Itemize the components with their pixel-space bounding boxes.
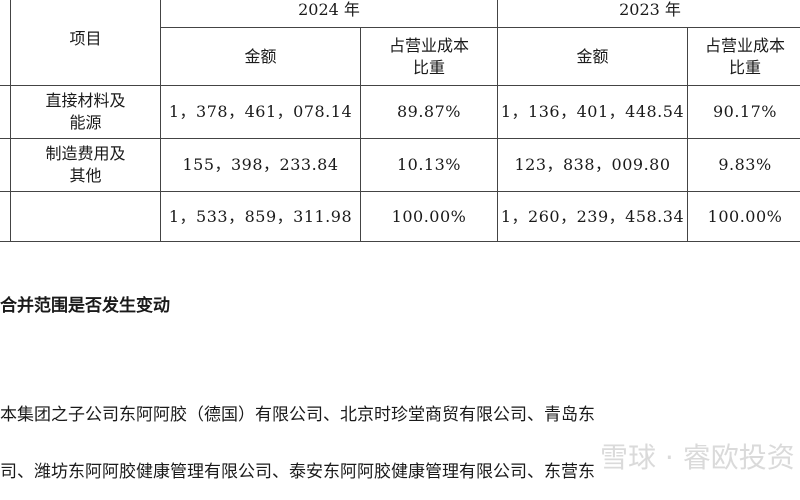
section-heading: 合并范围是否发生变动 [0,296,170,316]
table-cell-left-edge [0,85,11,139]
row-amount-2024: 1，533，859，311.98 [160,191,361,242]
row-ratio-2024: 100.00% [360,191,498,242]
row-amount-2024: 1，378，461，078.14 [160,85,361,139]
header-year-2023: 2023 年 [497,0,800,28]
header-amount-2024: 金额 [160,27,361,86]
row-item-line2: 其他 [69,166,102,185]
row-ratio-2023: 90.17% [687,85,800,139]
header-ratio-2024: 占营业成本 比重 [360,27,498,86]
row-ratio-2024: 10.13% [360,138,498,192]
header-ratio-line2: 比重 [412,57,445,77]
paragraph-line: 司、潍坊东阿阿胶健康管理有限公司、泰安东阿阿胶健康管理有限公司、东营东 [0,462,595,482]
table-row: 直接材料及 能源 1，378，461，078.14 89.87% 1，136，4… [0,85,800,139]
header-item: 项目 [10,0,161,86]
watermark-text: 雪球 · 睿欧投资 [600,441,795,474]
row-ratio-2024: 89.87% [360,85,498,139]
row-amount-2024: 155，398，233.84 [160,138,361,192]
table-row: 制造费用及 其他 155，398，233.84 10.13% 123，838，0… [0,138,800,192]
cost-composition-table: 项目 2024 年 2023 年 金额 占营业成本 比重 金额 占营业成本 比重… [0,0,800,242]
row-amount-2023: 1，136，401，448.54 [497,85,688,139]
header-ratio-2023: 占营业成本 比重 [687,27,800,86]
header-ratio-line1: 占营业成本 [388,35,469,55]
paragraph-line: 本集团之子公司东阿阿胶（德国）有限公司、北京时珍堂商贸有限公司、青岛东 [0,405,595,425]
header-ratio-line1: 占营业成本 [704,35,785,55]
table-header-row-years: 项目 2024 年 2023 年 [0,0,800,86]
table-cell-left-edge [0,0,11,86]
row-item-line1: 制造费用及 [45,144,126,163]
row-ratio-2023: 9.83% [687,138,800,192]
row-ratio-2023: 100.00% [687,191,800,242]
row-amount-2023: 123，838，009.80 [497,138,688,192]
row-item-line1: 直接材料及 [45,91,126,110]
row-item [10,191,161,242]
header-amount-2023: 金额 [497,27,688,86]
table-header-row-columns: 金额 占营业成本 比重 金额 占营业成本 比重 [0,27,800,86]
header-ratio-line2: 比重 [728,57,761,77]
row-item: 直接材料及 能源 [10,85,161,139]
row-item: 制造费用及 其他 [10,138,161,192]
row-item-line2: 能源 [69,113,102,132]
header-year-2024: 2024 年 [160,0,498,28]
table-cell-left-edge [0,191,11,242]
table-cell-left-edge [0,138,11,192]
table-row-total: 1，533，859，311.98 100.00% 1，260，239，458.3… [0,191,800,242]
row-amount-2023: 1，260，239，458.34 [497,191,688,242]
